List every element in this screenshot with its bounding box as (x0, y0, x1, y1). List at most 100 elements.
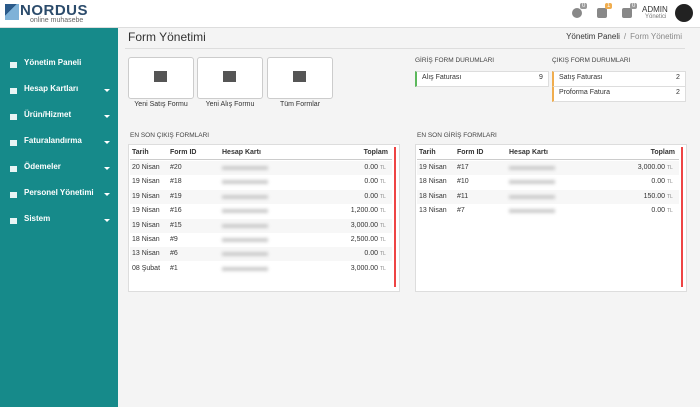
cell-date: 19 Nisan (132, 192, 160, 200)
sidebar-item[interactable]: Faturalandırma (24, 136, 82, 145)
table-title: EN SON GİRİŞ FORMLARI (417, 132, 497, 139)
cell-currency: TL (380, 222, 386, 229)
cell-currency: TL (380, 165, 386, 171)
cell-id[interactable]: #17 (457, 164, 469, 171)
cell-currency: TL (667, 193, 673, 200)
sidebar-item[interactable]: Yönetim Paneli (24, 58, 82, 67)
cell-total: 0.00 (364, 178, 378, 186)
breadcrumb-item[interactable]: Yönetim Paneli (566, 32, 620, 41)
sidebar-icon (10, 166, 17, 172)
table-title: EN SON ÇIKIŞ FORMLARI (130, 132, 210, 139)
blurred-account (222, 180, 268, 185)
logo-mark (5, 4, 19, 20)
header-line (130, 159, 392, 160)
sidebar-icon (10, 218, 17, 224)
blurred-account (222, 252, 268, 257)
cell-total: 0.00 (651, 207, 665, 215)
blurred-account (509, 209, 555, 214)
cell-date: 18 Nisan (132, 236, 160, 243)
column-header: Tarih (132, 149, 149, 156)
blurred-account (509, 180, 555, 185)
notification-icon[interactable] (597, 8, 607, 18)
cell-id[interactable]: #18 (170, 178, 182, 186)
avatar[interactable] (675, 4, 693, 22)
cell-id[interactable]: #16 (170, 207, 182, 215)
button-icon (154, 71, 167, 82)
caret (104, 167, 110, 173)
column-header: Toplam (363, 149, 388, 156)
header-line (417, 159, 679, 160)
user-role: Yönetici (645, 14, 667, 20)
cell-id[interactable]: #9 (170, 236, 178, 243)
column-header: Toplam (650, 149, 675, 156)
blurred-account (222, 166, 268, 170)
cell-total: 1,200.00 (350, 207, 378, 215)
status-label[interactable]: Alış Faturası (422, 74, 462, 81)
caret (104, 193, 110, 199)
notification-icon[interactable] (572, 8, 582, 18)
cell-total: 3,000.00 (637, 164, 665, 171)
button-label[interactable]: Tüm Formlar (279, 101, 321, 108)
status-row (552, 86, 686, 102)
user-name: ADMIN (642, 5, 668, 14)
cell-id[interactable]: #11 (457, 192, 469, 200)
notification-badge: 0 (630, 3, 638, 9)
breadcrumb-item: Form Yönetimi (630, 32, 682, 41)
cell-total: 0.00 (364, 192, 378, 200)
sidebar-item[interactable]: Ödemeler (24, 162, 61, 171)
logo: NORDUS (20, 2, 89, 19)
cell-id[interactable]: #10 (457, 178, 469, 186)
status-count: 2 (676, 89, 680, 96)
status-count: 9 (539, 74, 543, 81)
sidebar (0, 28, 118, 407)
sidebar-item[interactable]: Ürün/Hizmet (24, 110, 72, 119)
column-header: Form ID (170, 149, 197, 156)
blurred-account (509, 166, 555, 170)
status-label[interactable]: Proforma Fatura (559, 89, 610, 96)
sidebar-item[interactable]: Personel Yönetimi (24, 188, 94, 197)
notification-badge: 1 (605, 3, 613, 9)
cell-id[interactable]: #6 (170, 250, 178, 258)
column-header: Hesap Kartı (509, 149, 548, 156)
cell-total: 0.00 (651, 178, 665, 186)
cell-date: 13 Nisan (419, 207, 447, 215)
sidebar-icon (10, 114, 17, 120)
cell-id[interactable]: #19 (170, 192, 182, 200)
button-label[interactable]: Yeni Alış Formu (205, 101, 255, 108)
page-title: Form Yönetimi (128, 30, 206, 44)
column-header: Tarih (419, 149, 436, 156)
caret (104, 141, 110, 147)
cell-id[interactable]: #15 (170, 221, 182, 229)
column-header: Form ID (457, 149, 484, 156)
sidebar-item[interactable]: Hesap Kartları (24, 84, 79, 93)
status-title: ÇIKIŞ FORM DURUMLARI (552, 57, 631, 64)
status-row (415, 71, 549, 87)
sidebar-item[interactable]: Sistem (24, 214, 51, 223)
status-label[interactable]: Satış Faturası (559, 74, 603, 81)
button-label[interactable]: Yeni Satış Formu (134, 101, 188, 108)
cell-date: 13 Nisan (132, 250, 160, 258)
cell-total: 3,000.00 (350, 264, 378, 272)
cell-id[interactable]: #20 (170, 164, 182, 171)
sidebar-icon (10, 192, 17, 198)
tagline: online muhasebe (30, 17, 84, 24)
cell-date: 19 Nisan (132, 178, 160, 186)
caret (104, 115, 110, 121)
cell-total: 3,000.00 (350, 221, 378, 229)
cell-date: 18 Nisan (419, 192, 447, 200)
cell-id[interactable]: #1 (170, 264, 178, 272)
blurred-account (222, 209, 268, 214)
cell-total: 0.00 (364, 250, 378, 258)
notification-icon[interactable] (622, 8, 632, 18)
cell-id[interactable]: #7 (457, 207, 465, 215)
cell-date: 18 Nisan (419, 178, 447, 186)
button-icon (293, 71, 306, 82)
sidebar-icon (10, 62, 17, 68)
header (0, 0, 700, 28)
scrollbar (681, 147, 683, 287)
caret (104, 219, 110, 225)
status-count: 2 (676, 74, 680, 81)
sidebar-icon (10, 88, 17, 94)
cell-currency: TL (667, 165, 673, 171)
column-header: Hesap Kartı (222, 149, 261, 156)
